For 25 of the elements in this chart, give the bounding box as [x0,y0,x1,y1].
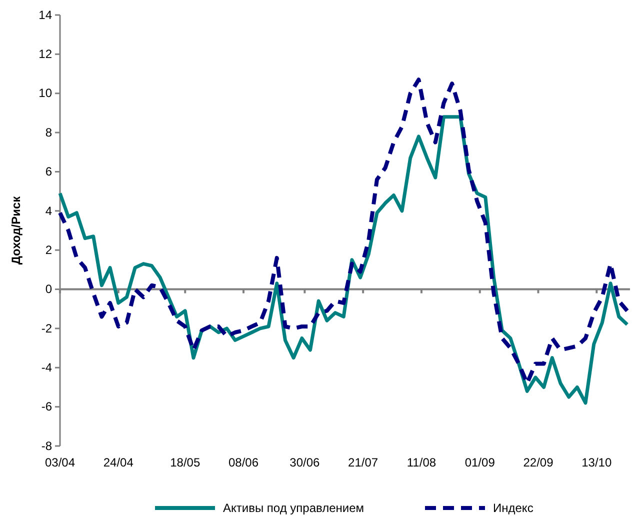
x-tick-label: 11/08 [406,456,436,470]
y-tick-label: 4 [45,204,52,218]
y-tick-label: -8 [41,438,52,453]
y-tick-label: 10 [38,86,52,100]
y-axis-title: Доход/Риск [9,195,23,265]
x-tick-label: 03/04 [44,456,76,470]
y-tick-label: 0 [45,282,52,296]
legend-label: Индекс [493,501,534,515]
x-tick-label: 13/10 [582,456,612,470]
x-tick-label: 21/07 [348,456,378,470]
y-tick-label: 2 [45,242,52,257]
x-tick-label: 24/04 [103,456,134,470]
y-tick-label: -6 [41,400,52,414]
y-tick-label: -4 [41,360,52,374]
legend-label: Активы под управлением [223,501,364,515]
x-tick-label: 30/06 [290,456,320,470]
y-tick-label: 8 [45,125,52,140]
y-tick-label: 14 [38,8,52,22]
x-tick-label: 01/09 [464,456,496,470]
y-tick-label: -2 [41,321,52,336]
x-tick-label: 08/06 [228,456,259,470]
y-tick-label: 12 [38,47,52,62]
x-tick-label: 18/05 [170,456,200,470]
x-tick-label: 22/09 [523,456,554,470]
y-tick-label: 6 [45,164,52,179]
